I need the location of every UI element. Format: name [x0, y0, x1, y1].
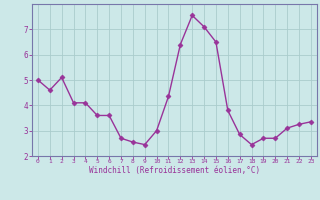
X-axis label: Windchill (Refroidissement éolien,°C): Windchill (Refroidissement éolien,°C)	[89, 166, 260, 175]
